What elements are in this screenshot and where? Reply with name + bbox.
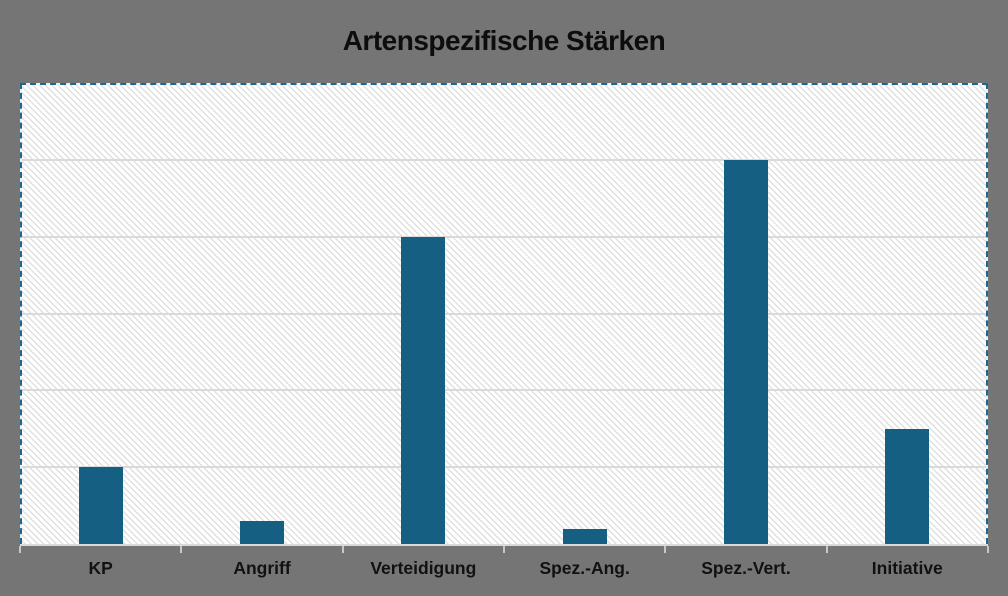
- gridline: [20, 158, 988, 161]
- axis-tick: [503, 546, 505, 553]
- x-axis-label[interactable]: Spez.-Vert.: [701, 558, 791, 578]
- axis-tick: [19, 546, 21, 553]
- axis-tick: [180, 546, 183, 553]
- gridline: [20, 312, 988, 315]
- bar-spez-ang[interactable]: [562, 528, 607, 544]
- x-axis-label[interactable]: Spez.-Ang.: [539, 558, 630, 578]
- axis-tick: [341, 546, 344, 553]
- x-axis[interactable]: KP Angriff Verteidigung Spez.-Ang. Spez.-Ver…: [20, 556, 988, 586]
- axis-tick: [664, 546, 667, 553]
- bar-angriff[interactable]: [240, 520, 284, 544]
- gridline: [20, 389, 988, 392]
- chart-title[interactable]: Artenspezifische Stärken: [342, 25, 666, 56]
- plot-area[interactable]: [19, 83, 989, 553]
- bar-initiative[interactable]: [885, 428, 930, 544]
- x-axis-label[interactable]: Verteidigung: [370, 558, 477, 578]
- axis-tick: [987, 546, 989, 553]
- x-axis-label[interactable]: Initiative: [871, 558, 943, 578]
- bar-verteidigung[interactable]: [401, 236, 446, 544]
- x-axis-label[interactable]: KP: [88, 558, 113, 578]
- bar-kp[interactable]: [78, 467, 123, 544]
- bar-spez-vert[interactable]: [724, 159, 768, 544]
- gridline: [20, 235, 988, 238]
- gridline: [20, 466, 988, 469]
- axis-tick: [825, 546, 828, 553]
- x-axis-label[interactable]: Angriff: [233, 558, 291, 578]
